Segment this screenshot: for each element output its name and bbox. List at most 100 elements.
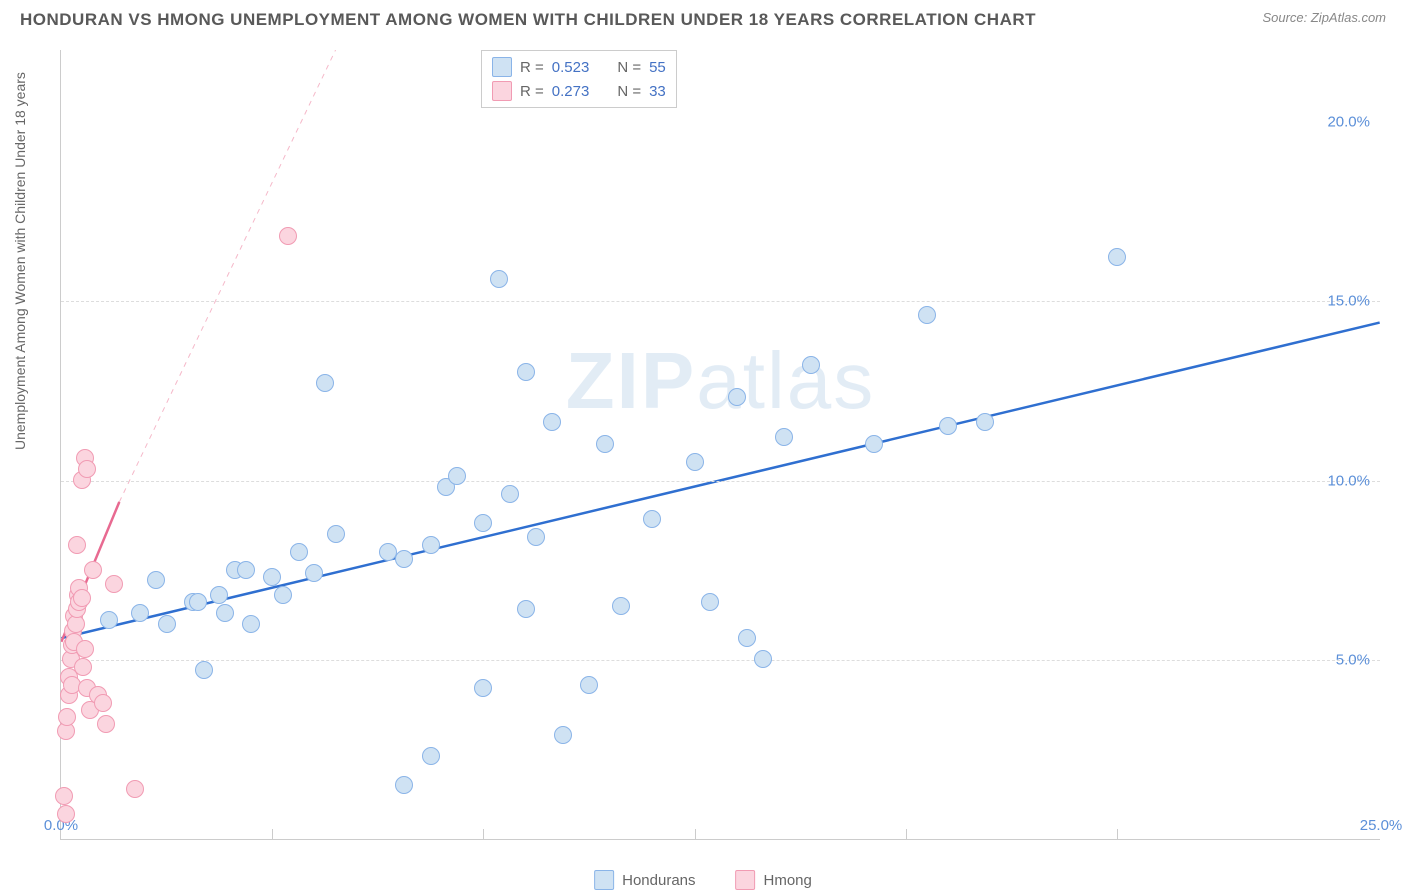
- scatter-point: [58, 708, 76, 726]
- scatter-point: [527, 528, 545, 546]
- legend-item: Hondurans: [594, 870, 695, 890]
- scatter-point: [865, 435, 883, 453]
- scatter-point: [395, 550, 413, 568]
- scatter-point: [290, 543, 308, 561]
- scatter-point: [131, 604, 149, 622]
- scatter-point: [242, 615, 260, 633]
- y-axis-label: Unemployment Among Women with Children U…: [12, 72, 28, 450]
- chart-title: HONDURAN VS HMONG UNEMPLOYMENT AMONG WOM…: [20, 10, 1036, 30]
- scatter-point: [76, 640, 94, 658]
- scatter-point: [94, 694, 112, 712]
- legend-swatch: [736, 870, 756, 890]
- x-tick-label: 25.0%: [1360, 817, 1403, 834]
- scatter-point: [100, 611, 118, 629]
- r-label: R =: [520, 59, 544, 76]
- scatter-point: [754, 650, 772, 668]
- x-tick: [906, 829, 907, 839]
- scatter-point: [422, 747, 440, 765]
- source-label: Source: ZipAtlas.com: [1262, 10, 1386, 25]
- scatter-point: [57, 805, 75, 823]
- gridline: [61, 481, 1380, 482]
- scatter-point: [189, 593, 207, 611]
- scatter-point: [195, 661, 213, 679]
- trend-extension: [119, 50, 335, 502]
- scatter-point: [279, 227, 297, 245]
- legend-label: Hmong: [764, 872, 812, 889]
- scatter-point: [686, 453, 704, 471]
- gridline: [61, 660, 1380, 661]
- chart-plot-area: ZIPatlas R = 0.523N = 55R = 0.273N = 33 …: [60, 50, 1380, 840]
- scatter-point: [543, 413, 561, 431]
- scatter-point: [74, 658, 92, 676]
- stats-row: R = 0.273 N = 33: [492, 79, 666, 103]
- r-value: 0.273: [552, 83, 590, 100]
- n-value: 33: [649, 83, 666, 100]
- watermark: ZIPatlas: [566, 335, 875, 427]
- scatter-point: [327, 525, 345, 543]
- scatter-point: [474, 514, 492, 532]
- scatter-point: [701, 593, 719, 611]
- stats-row: R = 0.523 N = 55: [492, 55, 666, 79]
- scatter-point: [1108, 248, 1126, 266]
- scatter-point: [554, 726, 572, 744]
- correlation-stats-box: R = 0.523 N = 55 R = 0.273 N = 33: [481, 50, 677, 108]
- scatter-point: [612, 597, 630, 615]
- scatter-point: [158, 615, 176, 633]
- scatter-point: [939, 417, 957, 435]
- x-tick: [483, 829, 484, 839]
- scatter-point: [490, 270, 508, 288]
- scatter-point: [775, 428, 793, 446]
- trend-lines-layer: [61, 50, 1380, 839]
- scatter-point: [78, 460, 96, 478]
- scatter-point: [305, 564, 323, 582]
- n-value: 55: [649, 59, 666, 76]
- y-tick-label: 20.0%: [1327, 113, 1370, 130]
- gridline: [61, 301, 1380, 302]
- scatter-point: [97, 715, 115, 733]
- scatter-point: [263, 568, 281, 586]
- scatter-point: [316, 374, 334, 392]
- scatter-point: [802, 356, 820, 374]
- scatter-point: [216, 604, 234, 622]
- scatter-point: [448, 467, 466, 485]
- scatter-point: [580, 676, 598, 694]
- scatter-point: [976, 413, 994, 431]
- scatter-point: [596, 435, 614, 453]
- n-label: N =: [617, 59, 641, 76]
- scatter-point: [126, 780, 144, 798]
- scatter-point: [237, 561, 255, 579]
- scatter-point: [501, 485, 519, 503]
- scatter-point: [728, 388, 746, 406]
- series-swatch: [492, 57, 512, 77]
- series-legend: Hondurans Hmong: [594, 870, 812, 890]
- legend-label: Hondurans: [622, 872, 695, 889]
- scatter-point: [210, 586, 228, 604]
- legend-swatch: [594, 870, 614, 890]
- scatter-point: [105, 575, 123, 593]
- legend-item: Hmong: [736, 870, 812, 890]
- series-swatch: [492, 81, 512, 101]
- x-tick: [1117, 829, 1118, 839]
- r-label: R =: [520, 83, 544, 100]
- scatter-point: [918, 306, 936, 324]
- scatter-point: [738, 629, 756, 647]
- y-tick-label: 5.0%: [1336, 652, 1370, 669]
- r-value: 0.523: [552, 59, 590, 76]
- x-tick: [272, 829, 273, 839]
- scatter-point: [55, 787, 73, 805]
- scatter-point: [68, 536, 86, 554]
- n-label: N =: [617, 83, 641, 100]
- scatter-point: [395, 776, 413, 794]
- y-tick-label: 10.0%: [1327, 472, 1370, 489]
- scatter-point: [517, 363, 535, 381]
- scatter-point: [147, 571, 165, 589]
- scatter-point: [73, 589, 91, 607]
- scatter-point: [422, 536, 440, 554]
- scatter-point: [84, 561, 102, 579]
- scatter-point: [274, 586, 292, 604]
- scatter-point: [643, 510, 661, 528]
- scatter-point: [474, 679, 492, 697]
- y-tick-label: 15.0%: [1327, 293, 1370, 310]
- x-tick: [695, 829, 696, 839]
- scatter-point: [517, 600, 535, 618]
